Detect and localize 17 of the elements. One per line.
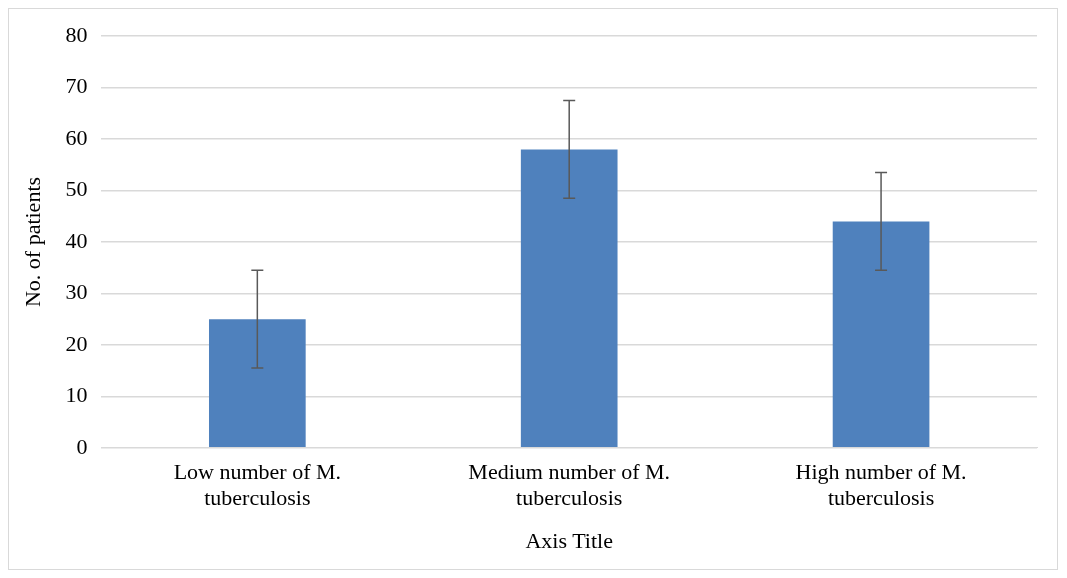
x-tick-label: Medium number of M. tuberculosis bbox=[468, 458, 671, 511]
y-tick-label: 40 bbox=[65, 227, 88, 253]
bar bbox=[208, 319, 306, 448]
y-tick-label: 10 bbox=[65, 382, 88, 408]
y-tick-label: 20 bbox=[65, 330, 88, 356]
x-axis-title: Axis Title bbox=[525, 527, 613, 553]
x-tick-label: High number of M. tuberculosis bbox=[795, 458, 967, 511]
y-tick-label: 80 bbox=[65, 21, 88, 47]
y-tick-label: 60 bbox=[65, 124, 88, 150]
x-tick-label: Low number of M. tuberculosis bbox=[173, 458, 342, 511]
y-tick-label: 50 bbox=[65, 176, 88, 202]
y-tick-label: 0 bbox=[76, 433, 88, 459]
bar bbox=[520, 149, 618, 448]
y-axis-title: No. of patients bbox=[19, 176, 45, 308]
y-tick-label: 70 bbox=[65, 73, 88, 99]
y-tick-label: 30 bbox=[65, 279, 88, 305]
bar bbox=[832, 221, 930, 448]
